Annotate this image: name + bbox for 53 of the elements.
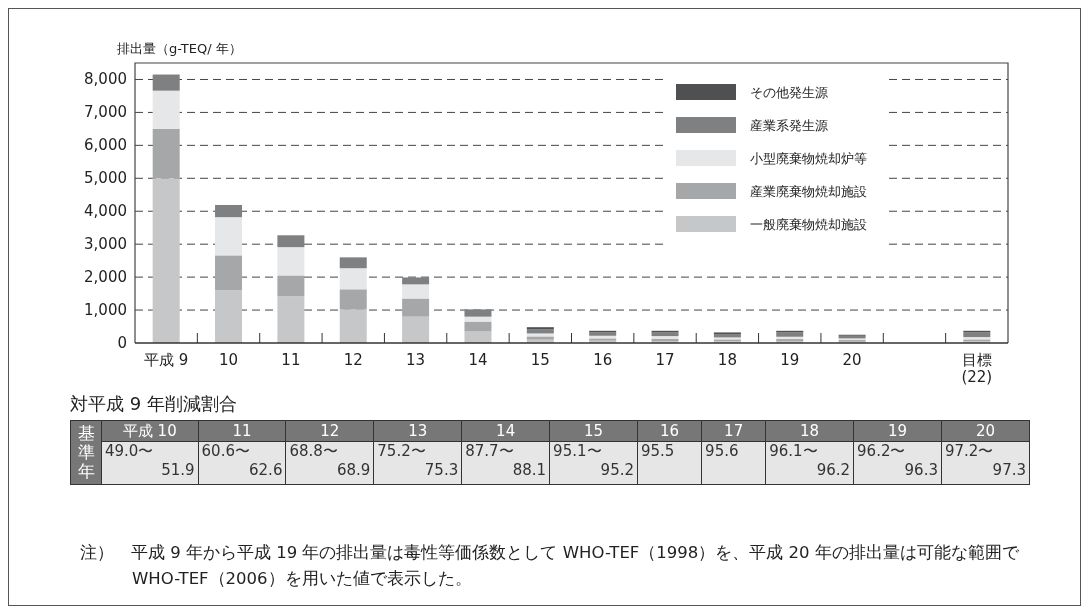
category-label: 16 (637, 420, 702, 442)
x-tick-label: 10 (218, 351, 239, 369)
category-label: 18 (765, 420, 854, 442)
text: 95.5 (641, 442, 675, 460)
category-label: 17 (701, 420, 766, 442)
category-label: 19 (853, 420, 942, 442)
x-tick-label: 目標 (22) (961, 351, 993, 386)
category-label: 13 (373, 420, 462, 442)
category-label: 15 (549, 420, 638, 442)
x-tick-label: 18 (717, 351, 737, 369)
y-tick-label: 6,000 (84, 136, 127, 155)
category-label: 14 (461, 420, 550, 442)
text: 60.6〜62.6 (201, 442, 283, 479)
legend-label: 小型廃棄物焼却炉等 (750, 151, 867, 166)
category-label: 基準年 (77, 423, 95, 481)
text: 95.6 (705, 442, 739, 460)
y-tick-label: 2,000 (84, 268, 127, 287)
x-tick-label: 15 (530, 351, 550, 369)
text: 95.1〜95.2 (553, 442, 634, 479)
x-tick-label: 17 (655, 351, 675, 369)
category-label: 20 (941, 420, 1030, 442)
category-label: 12 (285, 420, 374, 442)
x-tick-label: 12 (343, 351, 363, 369)
x-tick-label: 14 (468, 351, 488, 369)
text: 96.1〜96.2 (769, 442, 851, 479)
text: 75.2〜75.3 (377, 442, 459, 479)
text: 68.8〜68.9 (289, 442, 371, 479)
legend-label: 産業系発生源 (750, 118, 828, 133)
x-tick-label: 平成 9 (144, 351, 189, 369)
y-tick-label: 0 (117, 334, 127, 352)
text: 87.7〜88.1 (465, 442, 547, 479)
text: 97.2〜97.3 (944, 442, 1026, 479)
text: 49.0〜51.9 (105, 442, 195, 479)
text: 96.2〜96.3 (857, 442, 938, 479)
category-label: 平成 10 (101, 420, 199, 442)
y-tick-label: 5,000 (84, 169, 127, 188)
x-tick-label: 20 (842, 351, 862, 369)
x-tick-label: 13 (406, 351, 426, 369)
y-tick-label: 4,000 (84, 202, 127, 221)
x-tick-label: 16 (593, 351, 613, 369)
y-tick-label: 8,000 (84, 70, 127, 89)
y-tick-label: 1,000 (84, 301, 127, 320)
text: 注） 平成 9 年から平成 19 年の排出量は毒性等価係数として WHO-TEF（1998）を、平成 20 年の排出量は可能な範囲で WHO-TEF（2006）を用いた値で表示した。 (80, 542, 1020, 590)
y-tick-label: 7,000 (84, 103, 127, 122)
y-tick-label: 3,000 (84, 235, 127, 254)
y-axis-title: 排出量（g-TEQ/ 年） (117, 41, 242, 56)
category-label: 11 (198, 420, 286, 442)
x-tick-label: 11 (281, 351, 301, 369)
legend-label: 一般廃棄物焼却施設 (750, 217, 867, 232)
legend-label: その他発生源 (750, 85, 828, 100)
text: 対平成 9 年削減割合 (70, 392, 238, 416)
legend-label: 産業廃棄物焼却施設 (750, 184, 867, 199)
x-tick-label: 19 (780, 351, 800, 369)
